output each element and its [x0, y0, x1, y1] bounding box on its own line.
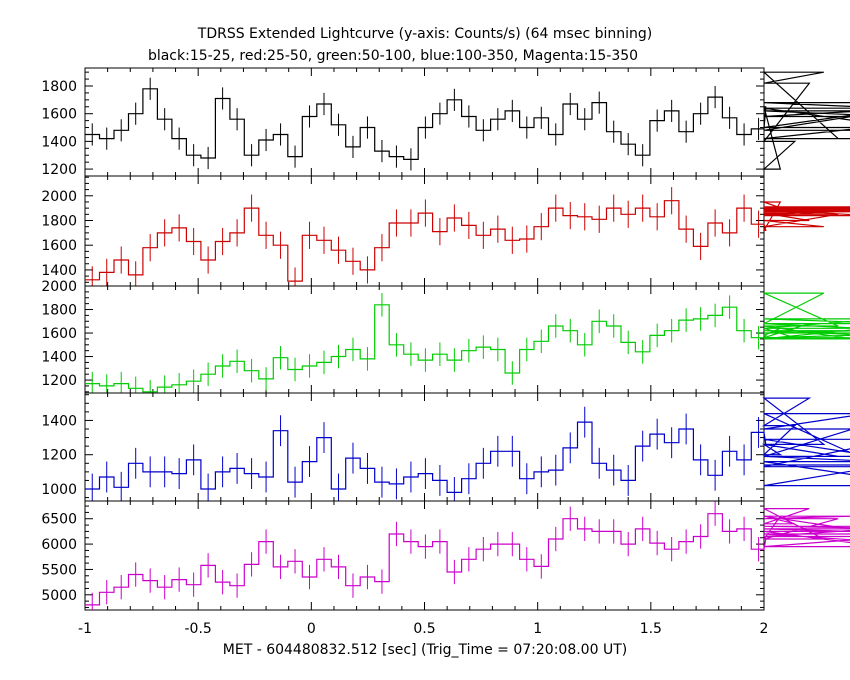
y-tick-label: 2000	[41, 279, 77, 295]
panel-frame	[84, 285, 765, 394]
x-tick-labels: -1 -0.5 0 0.5 1 1.5 2	[78, 621, 768, 637]
y-tick-label: 5500	[41, 562, 77, 578]
y-tick-label: 6500	[41, 512, 77, 528]
chart-subtitle: black:15-25, red:25-50, green:50-100, bl…	[148, 48, 638, 64]
x-axis-label: MET - 604480832.512 [sec] (Trig_Time = 0…	[223, 642, 627, 658]
panel-3: 1200 1400 1600 1800 2000	[41, 279, 850, 394]
series-line-5	[85, 508, 850, 606]
panel-frame	[84, 500, 765, 611]
chart-title: TDRSS Extended Lightcurve (y-axis: Count…	[197, 26, 652, 42]
series-line-3	[85, 292, 850, 393]
y-tick-label: 1400	[41, 263, 77, 279]
panel-5: 5000 5500 6000 6500	[41, 500, 850, 611]
panels-group: 1200140016001800140016001800200012001400…	[41, 67, 850, 611]
panel-2: 1400 1600 1800 2000	[41, 175, 850, 287]
panel-frame	[84, 392, 765, 502]
panel-4: 1000 1200 1400	[41, 392, 850, 502]
y-tick-label: 2000	[41, 189, 77, 205]
y-tick-label: 1200	[41, 448, 77, 464]
y-tick-label: 1800	[41, 213, 77, 229]
y-tick-label: 6000	[41, 537, 77, 553]
y-tick-label: 5000	[41, 588, 77, 604]
y-tick-label: 1400	[41, 134, 77, 150]
y-tick-label: 1400	[41, 413, 77, 429]
y-tick-label: 1200	[41, 373, 77, 389]
series-line-2	[85, 200, 850, 282]
y-tick-label: 1000	[41, 482, 77, 498]
y-tick-label: 1400	[41, 350, 77, 366]
series-line-4	[85, 397, 850, 493]
y-tick-label: 1200	[41, 162, 77, 178]
y-tick-label: 1800	[41, 303, 77, 319]
y-tick-label: 1600	[41, 238, 77, 254]
series-line-1	[85, 71, 850, 170]
x-tick-label: -0.5	[185, 621, 212, 637]
x-tick-label: 2	[760, 621, 769, 637]
y-tick-label: 1600	[41, 326, 77, 342]
x-tick-label: 0	[307, 621, 316, 637]
x-tick-label: 1	[533, 621, 542, 637]
y-tick-label: 1600	[41, 107, 77, 123]
x-tick-label: 0.5	[413, 621, 435, 637]
panel-1: 1200 1400 1600 1800	[41, 67, 850, 178]
x-tick-label: 1.5	[640, 621, 662, 637]
panel-frame	[84, 67, 765, 177]
y-tick-label: 1800	[41, 79, 77, 95]
x-tick-label: -1	[78, 621, 92, 637]
